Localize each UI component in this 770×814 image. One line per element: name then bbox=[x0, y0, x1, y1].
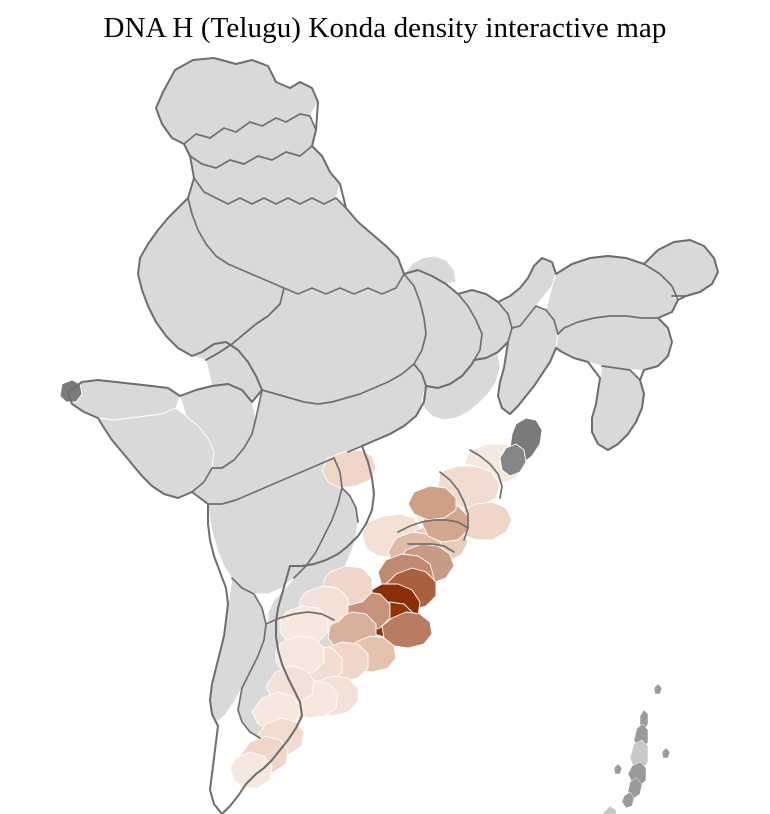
page-title: DNA H (Telugu) Konda density interactive… bbox=[103, 12, 667, 44]
andaman-nicobar-islands[interactable] bbox=[600, 683, 671, 814]
district-shaded[interactable] bbox=[408, 486, 456, 520]
district-shaded[interactable] bbox=[382, 612, 432, 648]
district-dark[interactable] bbox=[500, 444, 526, 476]
district-shaded[interactable] bbox=[230, 752, 272, 788]
district-shaded[interactable] bbox=[276, 636, 324, 676]
map-canvas[interactable] bbox=[0, 52, 770, 814]
country-outline-layer bbox=[68, 58, 718, 814]
india-choropleth-svg[interactable] bbox=[0, 52, 770, 814]
choropleth-districts-layer[interactable] bbox=[230, 444, 524, 788]
